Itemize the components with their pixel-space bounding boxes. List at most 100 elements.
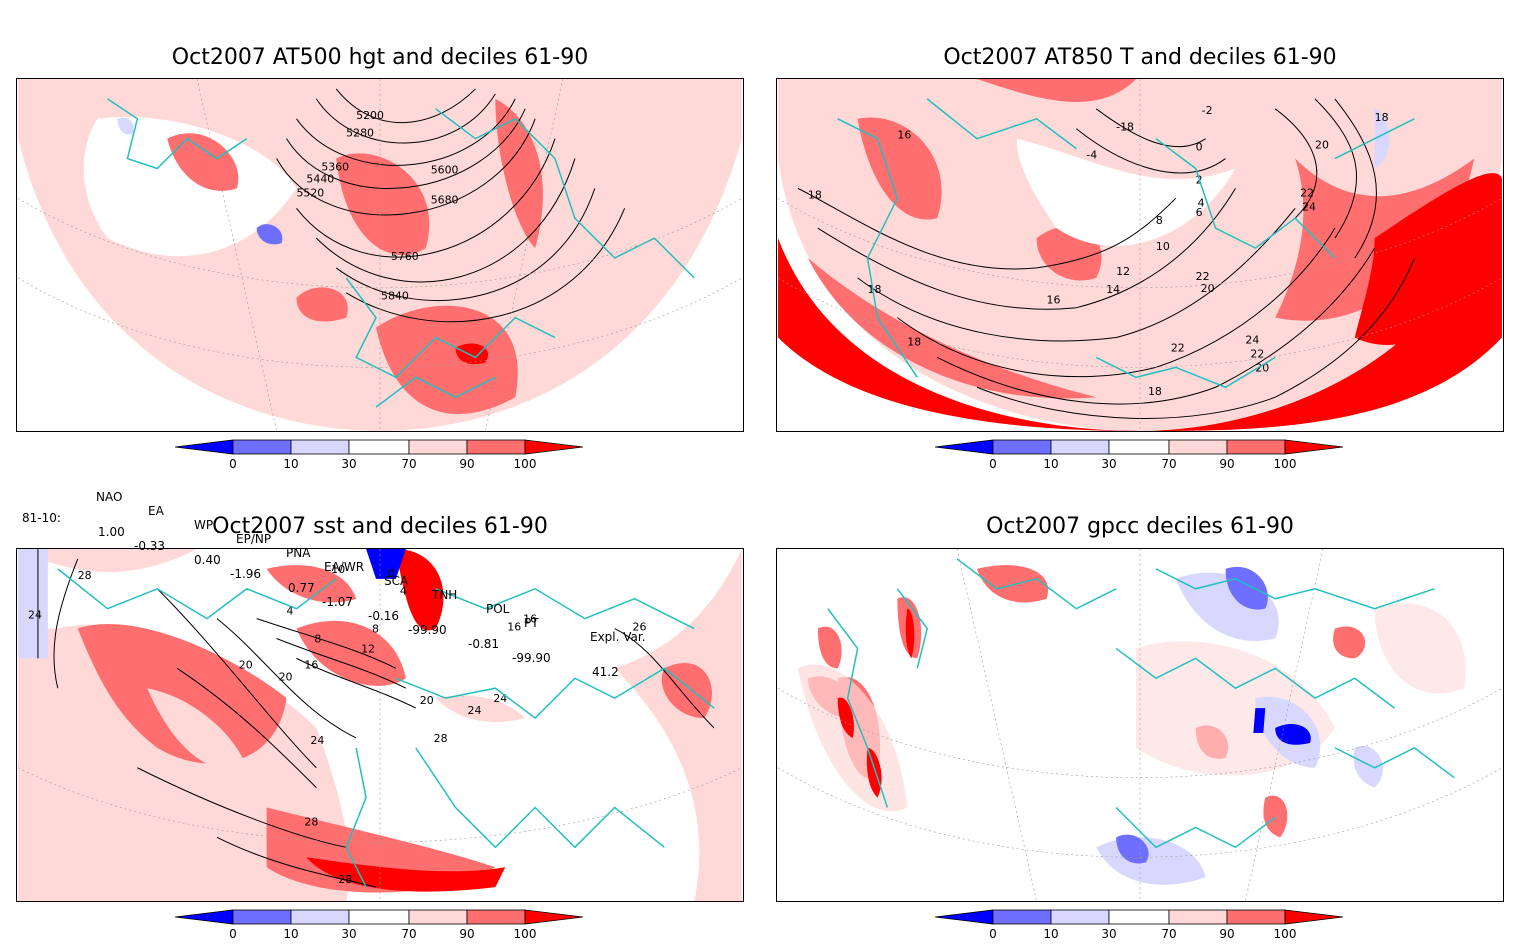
colorbar-high-arrow (524, 439, 584, 455)
map-500hPa: 5200 5280 5360 5440 5520 5600 5680 5760 … (17, 79, 743, 431)
colorbar-segment (232, 909, 292, 925)
idx-v-nao: 1.00 (98, 525, 125, 539)
coastlines (827, 558, 1455, 849)
map-sst: 28 24 4 8 12 16 20 24 28 28 10 0 4 8 16 … (17, 549, 743, 901)
index-header-row: NAO EA WP EP/NP PNA EA/WR SCA TNH POL PT… (96, 476, 646, 644)
idx-v-epnp: -1.96 (230, 567, 262, 581)
svg-text:18: 18 (1375, 111, 1389, 124)
colorbar-tick-label: 70 (1161, 457, 1176, 471)
colorbar-segment (1050, 909, 1110, 925)
colorbar-tick-label: 70 (401, 457, 416, 471)
svg-text:5680: 5680 (431, 193, 459, 206)
svg-text:16: 16 (304, 658, 318, 671)
svg-text:0: 0 (1196, 141, 1203, 154)
svg-text:28: 28 (434, 732, 448, 745)
extreme-dry-deciles (1253, 708, 1311, 745)
contour-labels: 18 16 18 18 18 16 14 12 10 8 6 4 2 0 -2 … (808, 104, 1389, 398)
svg-text:5200: 5200 (356, 109, 384, 122)
svg-text:26: 26 (633, 621, 647, 634)
idx-h-pna: PNA (286, 546, 311, 560)
colorbar-high-arrow (1284, 439, 1344, 455)
svg-text:22: 22 (1196, 270, 1210, 283)
svg-text:28: 28 (78, 569, 92, 582)
colorbar-tick-label: 100 (1274, 457, 1297, 471)
idx-h-eawr: EA/WR (324, 560, 365, 574)
colorbar-svg: 0 10 30 70 90 100 (935, 909, 1344, 941)
colorbar-panel-1: 0 10 30 70 90 100 (175, 438, 595, 478)
idx-v-pt: -99.90 (512, 651, 551, 665)
svg-text:10: 10 (331, 563, 345, 576)
svg-text:20: 20 (1255, 361, 1269, 374)
svg-text:28: 28 (338, 873, 352, 886)
graticule (17, 79, 743, 431)
colorbar-high-arrow (524, 909, 584, 925)
panel-title-2: Oct2007 AT850 T and deciles 61-90 (943, 45, 1337, 70)
colorbar-tick-label: 100 (1274, 927, 1297, 941)
svg-text:24: 24 (28, 609, 42, 622)
svg-text:5840: 5840 (381, 290, 409, 303)
index-values-row: 81-10: 1.00 -0.33 0.40 -1.96 0.77 -1.07 … (22, 497, 619, 679)
svg-text:12: 12 (1116, 265, 1130, 278)
colorbar-segment (466, 439, 526, 455)
colorbar-low-arrow (935, 439, 994, 455)
svg-text:-4: -4 (1086, 149, 1097, 162)
svg-text:-2: -2 (1202, 104, 1213, 117)
svg-text:-18: -18 (1116, 121, 1134, 134)
svg-text:20: 20 (239, 658, 253, 671)
svg-text:14: 14 (1106, 283, 1120, 296)
colorbar-panel-4: 0 10 30 70 90 100 (935, 908, 1355, 948)
svg-text:18: 18 (907, 335, 921, 348)
graticule (777, 79, 1503, 431)
svg-text:8: 8 (314, 632, 321, 645)
map-gpcc (777, 549, 1503, 901)
colorbar-segment (408, 909, 468, 925)
idx-h-wp: WP (194, 518, 214, 532)
svg-text:18: 18 (868, 283, 882, 296)
colorbar-low-arrow (935, 909, 994, 925)
svg-text:16: 16 (897, 129, 911, 142)
idx-h-explvar: Expl. Var. (590, 630, 646, 644)
colorbar-segment (992, 909, 1052, 925)
svg-text:0: 0 (388, 567, 395, 580)
svg-text:24: 24 (310, 734, 324, 747)
idx-h-tnh: TNH (432, 588, 458, 602)
very-dry-deciles (1116, 566, 1268, 864)
svg-text:12: 12 (361, 642, 375, 655)
coastlines (837, 98, 1415, 389)
svg-text:8: 8 (372, 623, 379, 636)
idx-v-explvar: 41.2 (592, 665, 619, 679)
colorbar-tick-label: 0 (989, 927, 997, 941)
svg-text:4: 4 (400, 585, 407, 598)
idx-v-ea: -0.33 (134, 539, 166, 553)
colorbar-tick-label: 0 (229, 927, 237, 941)
idx-v-wp: 0.40 (194, 553, 221, 567)
colorbar-svg: 0 10 30 70 90 100 (175, 439, 584, 471)
map-850hPa: 18 16 18 18 18 16 14 12 10 8 6 4 2 0 -2 … (777, 79, 1503, 431)
colorbar-tick-label: 30 (341, 457, 356, 471)
svg-text:24: 24 (1302, 200, 1316, 213)
colorbar-segment (1108, 909, 1170, 925)
svg-text:20: 20 (1201, 282, 1215, 295)
idx-h-ea: EA (148, 504, 164, 518)
svg-text:8: 8 (1156, 214, 1163, 227)
svg-text:24: 24 (468, 704, 482, 717)
svg-text:4: 4 (287, 605, 294, 618)
idx-h-pt: PT (524, 616, 539, 630)
svg-text:5280: 5280 (346, 127, 374, 140)
temperature-contours (797, 98, 1415, 419)
colorbar-tick-label: 30 (1101, 457, 1116, 471)
colorbar-tick-label: 30 (341, 927, 356, 941)
svg-text:28: 28 (304, 815, 318, 828)
svg-text:20: 20 (279, 670, 293, 683)
svg-text:22: 22 (1171, 341, 1185, 354)
map-panel-sst: 28 24 4 8 12 16 20 24 28 28 10 0 4 8 16 … (16, 548, 744, 902)
colorbar-segment (1226, 439, 1286, 455)
colorbar-tick-label: 100 (514, 927, 537, 941)
colorbar-segment (408, 439, 468, 455)
colorbar-segment (290, 909, 350, 925)
map-panel-gpcc-precip (776, 548, 1504, 902)
idx-v-sca: -0.16 (368, 609, 400, 623)
svg-text:16: 16 (1047, 294, 1061, 307)
idx-v-pol: -0.81 (468, 637, 500, 651)
map-panel-850hPa-temperature: 18 16 18 18 18 16 14 12 10 8 6 4 2 0 -2 … (776, 78, 1504, 432)
